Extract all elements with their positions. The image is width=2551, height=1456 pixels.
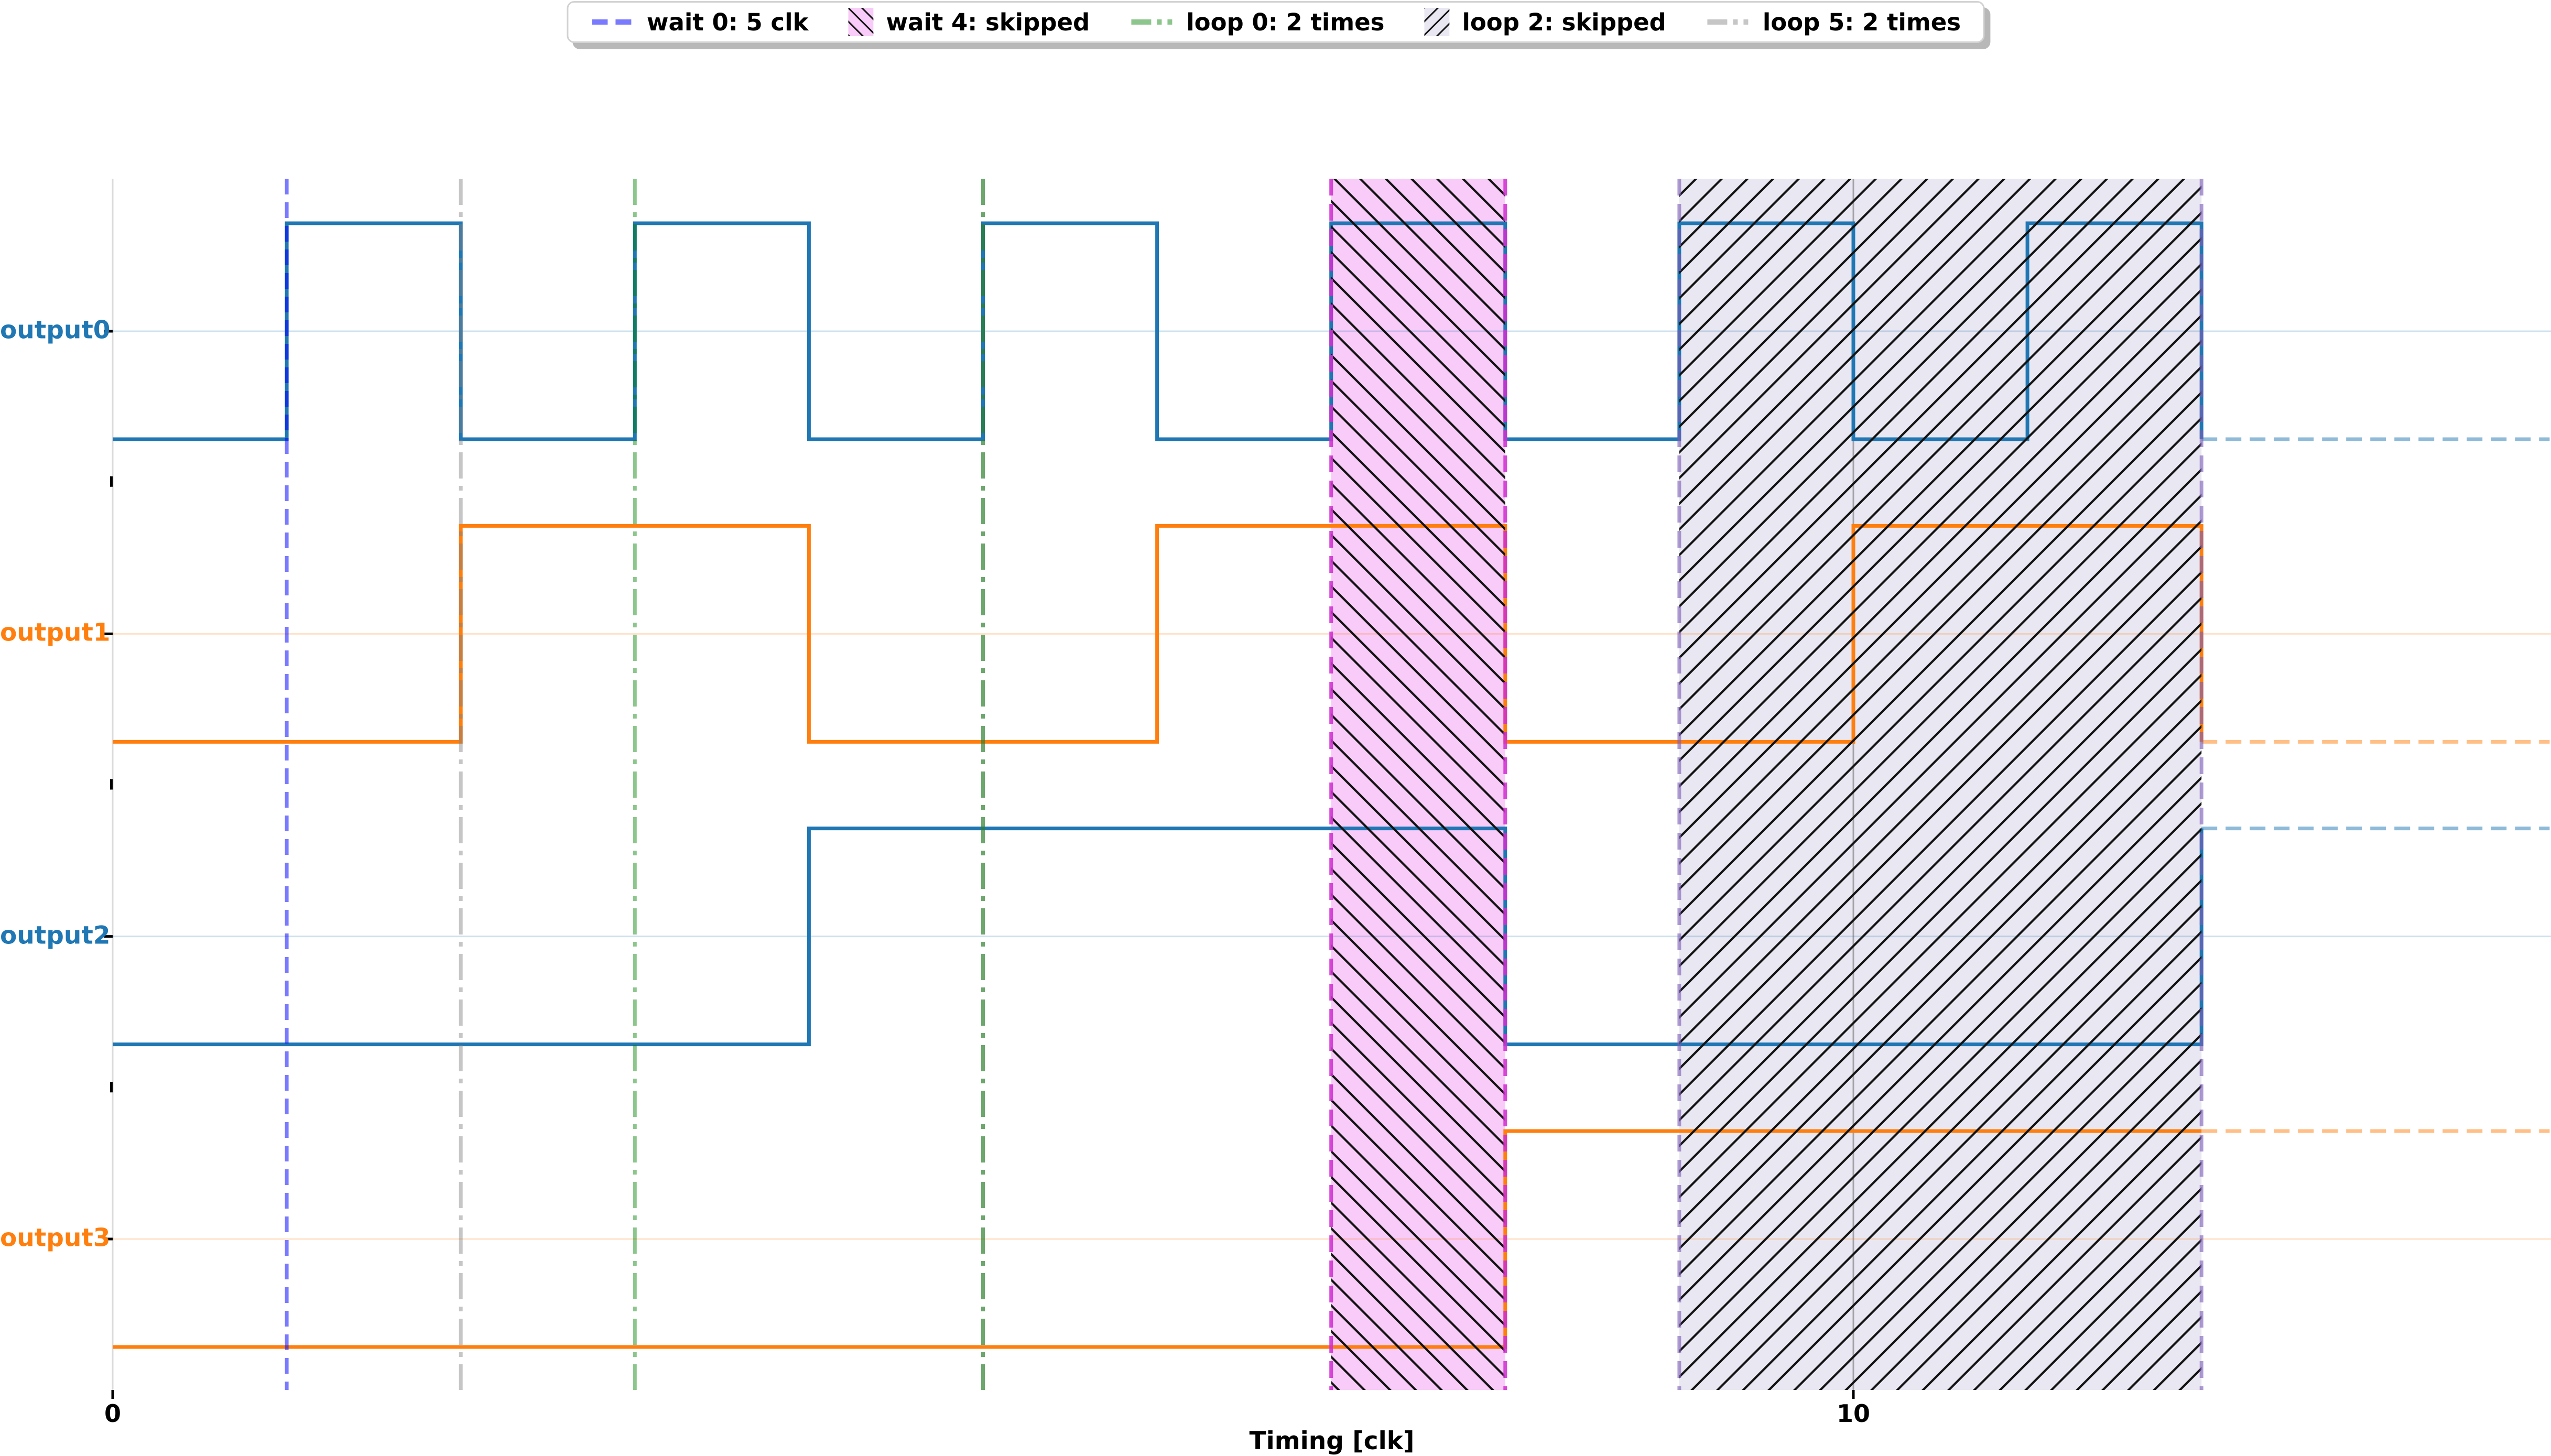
ytick-label-output0: output0 (0, 316, 111, 345)
legend-item-wait4: wait 4: skipped (848, 8, 1090, 36)
ytick-label-output2: output2 (0, 920, 111, 950)
legend-label: wait 4: skipped (886, 8, 1090, 36)
legend-item-loop5: loop 5: 2 times (1706, 8, 1961, 36)
legend-item-wait0: wait 0: 5 clk (590, 8, 809, 36)
legend-item-loop0: loop 0: 2 times (1130, 8, 1384, 36)
ytick-label-output1: output1 (0, 618, 111, 647)
dashdot-line-swatch-icon (1706, 8, 1750, 36)
legend-item-loop2: loop 2: skipped (1424, 8, 1666, 36)
hatch-patch-swatch-icon (1424, 8, 1450, 36)
legend-label: loop 0: 2 times (1186, 8, 1385, 36)
hatch-patch-swatch-icon (848, 8, 874, 36)
legend-label: wait 0: 5 clk (646, 8, 809, 36)
legend-label: loop 2: skipped (1462, 8, 1666, 36)
x-axis-title: Timing [clk] (1249, 1427, 1415, 1455)
xtick-label-0: 0 (104, 1399, 122, 1428)
dashdot-line-swatch-icon (1130, 8, 1174, 36)
legend: wait 0: 5 clk wait 4: skipped loop 0: 2 … (566, 1, 1985, 43)
ytick-label-output3: output3 (0, 1223, 111, 1253)
dashed-line-swatch-icon (590, 8, 634, 36)
xtick-label-10: 10 (1836, 1399, 1871, 1428)
legend-label: loop 5: 2 times (1762, 8, 1961, 36)
